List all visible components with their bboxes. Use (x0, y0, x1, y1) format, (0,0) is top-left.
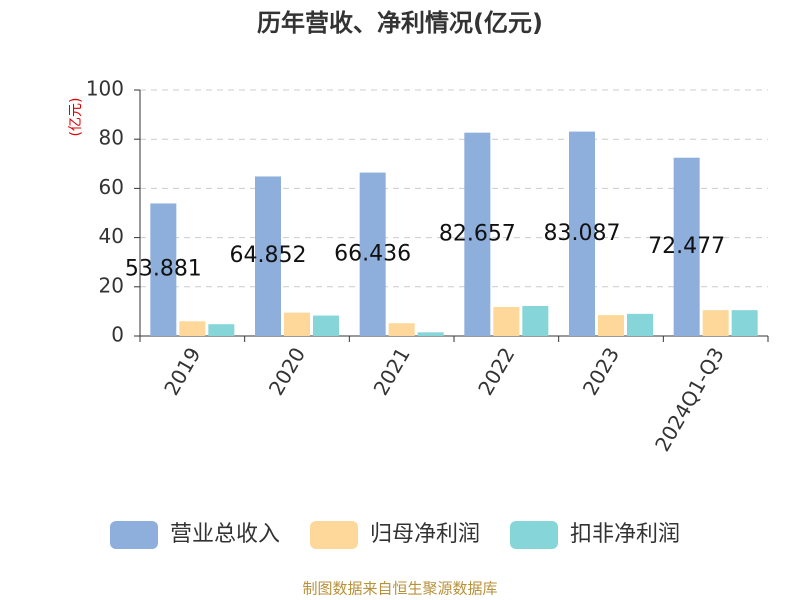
x-tick-label: 2021 (369, 343, 415, 399)
bar (493, 306, 520, 336)
bar (284, 312, 310, 336)
legend-swatch (110, 521, 158, 549)
bar (208, 324, 235, 336)
x-tick-label: 2024Q1-Q3 (650, 343, 729, 455)
data-label: 53.881 (125, 257, 202, 282)
data-label: 72.477 (648, 234, 725, 259)
bar (673, 157, 700, 336)
bar (150, 203, 177, 336)
y-tick-label: 40 (99, 224, 124, 248)
y-tick-label: 0 (111, 323, 124, 347)
bar (388, 323, 415, 336)
bar (179, 321, 206, 336)
data-label: 64.852 (230, 243, 307, 268)
y-tick-label: 80 (99, 126, 124, 150)
y-tick-label: 60 (99, 175, 124, 199)
bar (417, 332, 444, 336)
source-note: 制图数据来自恒生聚源数据库 (302, 580, 497, 598)
bar (569, 131, 595, 336)
data-label: 82.657 (439, 221, 516, 246)
bar (313, 315, 339, 336)
x-tick-label: 2022 (473, 343, 519, 399)
y-tick-label: 20 (99, 273, 124, 297)
legend-label: 营业总收入 (170, 522, 280, 547)
bar (627, 313, 653, 336)
legend-swatch (510, 521, 558, 549)
bar (255, 176, 281, 336)
x-tick-label: 2023 (578, 343, 624, 399)
bar (731, 310, 758, 336)
y-tick-label: 100 (86, 77, 124, 101)
bar (359, 172, 386, 336)
legend-swatch (310, 521, 358, 549)
bar (522, 305, 549, 336)
x-tick-label: 2020 (264, 343, 310, 399)
bar (702, 310, 729, 336)
bar (598, 315, 624, 336)
data-label: 66.436 (334, 241, 411, 266)
x-tick-label: 2019 (159, 343, 205, 399)
bar (464, 132, 491, 336)
legend-label: 归母净利润 (370, 522, 480, 547)
data-label: 83.087 (544, 221, 621, 246)
legend-label: 扣非净利润 (570, 522, 680, 547)
y-axis-label: (亿元) (68, 98, 84, 137)
chart-title: 历年营收、净利情况(亿元) (257, 9, 543, 37)
